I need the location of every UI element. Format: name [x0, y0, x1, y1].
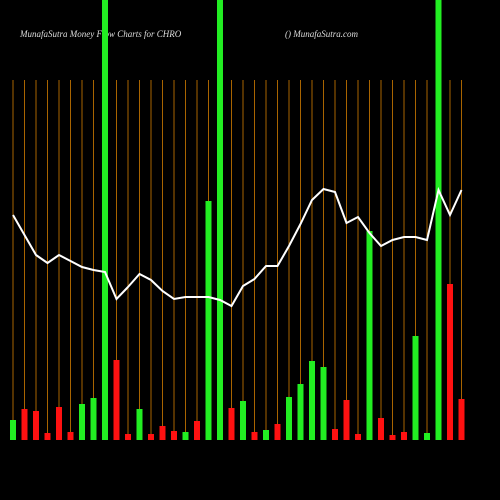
bar: [113, 360, 120, 440]
bar: [79, 404, 85, 440]
bar: [33, 411, 39, 440]
bar: [251, 432, 258, 440]
bar: [389, 435, 396, 440]
bar: [205, 201, 212, 440]
bar: [401, 432, 407, 440]
bar: [435, 0, 442, 440]
bar: [21, 409, 28, 440]
bar: [274, 424, 281, 440]
bar: [320, 367, 327, 440]
money-flow-line: [12, 186, 463, 308]
bar: [171, 431, 177, 440]
bar: [194, 421, 200, 440]
bar: [378, 418, 384, 440]
bar: [447, 284, 453, 440]
bar: [10, 420, 16, 440]
bar: [56, 407, 62, 440]
bar: [355, 434, 361, 440]
bar: [136, 409, 143, 440]
bar: [240, 401, 246, 440]
bar: [102, 0, 108, 440]
bar: [159, 426, 166, 440]
bar: [182, 432, 189, 440]
bar: [297, 384, 304, 440]
bar: [263, 430, 269, 440]
bar: [343, 400, 350, 440]
bar: [309, 361, 315, 440]
bar: [90, 398, 97, 440]
chart-subtitle: () MunafaSutra.com: [285, 29, 358, 39]
bar: [366, 231, 373, 440]
bar: [412, 336, 419, 440]
bar: [148, 434, 154, 440]
bar: [458, 399, 465, 440]
bar: [125, 434, 131, 440]
chart-title: MunafaSutra Money Flow Charts for CHRO: [19, 29, 182, 39]
bar: [424, 433, 430, 440]
bar: [44, 433, 51, 440]
bar: [217, 0, 223, 440]
bar: [332, 429, 338, 440]
bar: [228, 408, 235, 440]
bar: [286, 397, 292, 440]
bar: [67, 432, 74, 440]
